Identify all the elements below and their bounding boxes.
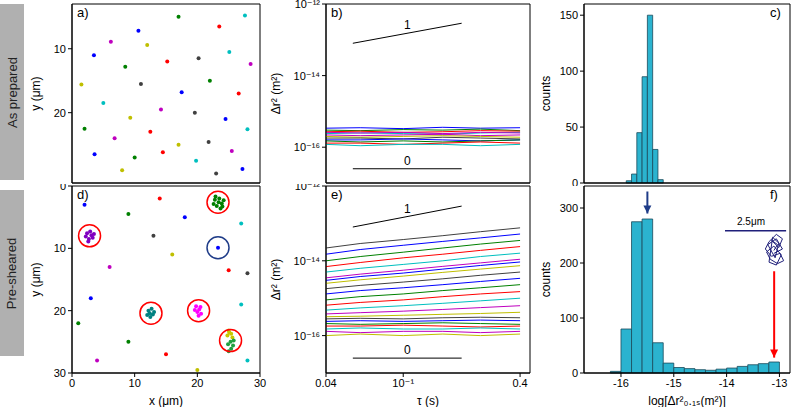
svg-text:-16: -16 [613,377,629,389]
html-text:d): d) [77,187,89,202]
svg-text:-14: -14 [719,377,735,389]
svg-text:y (μm): y (μm) [29,76,43,110]
svg-text:0: 0 [404,343,411,357]
svg-text:Δr² (m²): Δr² (m²) [269,73,283,114]
svg-text:1: 1 [404,202,411,216]
svg-text:20: 20 [191,377,203,389]
svg-text:10⁻¹⁴: 10⁻¹⁴ [294,255,321,267]
svg-text:10⁻¹: 10⁻¹ [392,377,414,389]
svg-text:100: 100 [560,65,578,77]
html-text:Pre-sheared: Pre-sheared [4,237,20,309]
svg-text:Δr² (m²): Δr² (m²) [269,259,283,300]
svg-text:10⁻¹²: 10⁻¹² [295,184,321,192]
svg-text:300: 300 [560,202,578,214]
svg-text:150: 150 [560,9,578,21]
svg-text:-13: -13 [771,377,787,389]
html-text:As prepared: As prepared [4,56,20,128]
svg-text:x (μm): x (μm) [149,394,183,407]
svg-text:0: 0 [69,377,75,389]
html-text:e): e) [331,187,343,202]
html-text:b): b) [331,5,343,20]
svg-text:20: 20 [54,305,66,317]
svg-text:20: 20 [54,107,66,119]
svg-text:0.4: 0.4 [512,377,527,389]
svg-text:counts: counts [539,262,553,297]
svg-text:10⁻¹²: 10⁻¹² [295,0,321,10]
svg-text:log[Δr²₀.₁ₛ(m²)]: log[Δr²₀.₁ₛ(m²)] [648,394,726,407]
svg-text:0: 0 [572,367,578,379]
svg-text:50: 50 [566,121,578,133]
svg-text:0: 0 [404,154,411,168]
svg-text:10: 10 [54,242,66,254]
svg-text:0: 0 [60,184,66,192]
svg-text:y (μm): y (μm) [29,262,43,296]
svg-text:10⁻¹⁴: 10⁻¹⁴ [294,70,321,82]
svg-text:1: 1 [404,18,411,32]
svg-text:30: 30 [254,377,266,389]
svg-text:100: 100 [560,312,578,324]
svg-text:10⁻¹⁶: 10⁻¹⁶ [294,330,320,342]
svg-text:τ (s): τ (s) [417,394,439,407]
svg-text:10⁻¹⁶: 10⁻¹⁶ [294,141,320,153]
html-text:a): a) [77,5,89,20]
svg-text:10: 10 [129,377,141,389]
svg-text:0.04: 0.04 [315,377,336,389]
svg-text:200: 200 [560,257,578,269]
svg-text:10: 10 [54,43,66,55]
svg-text:30: 30 [54,367,66,379]
svg-text:0: 0 [572,177,578,186]
html-text:f): f) [770,187,778,202]
html-text:c): c) [770,5,781,20]
svg-text:counts: counts [539,76,553,111]
svg-text:-15: -15 [666,377,682,389]
html-text:2.5μm: 2.5μm [737,216,765,227]
